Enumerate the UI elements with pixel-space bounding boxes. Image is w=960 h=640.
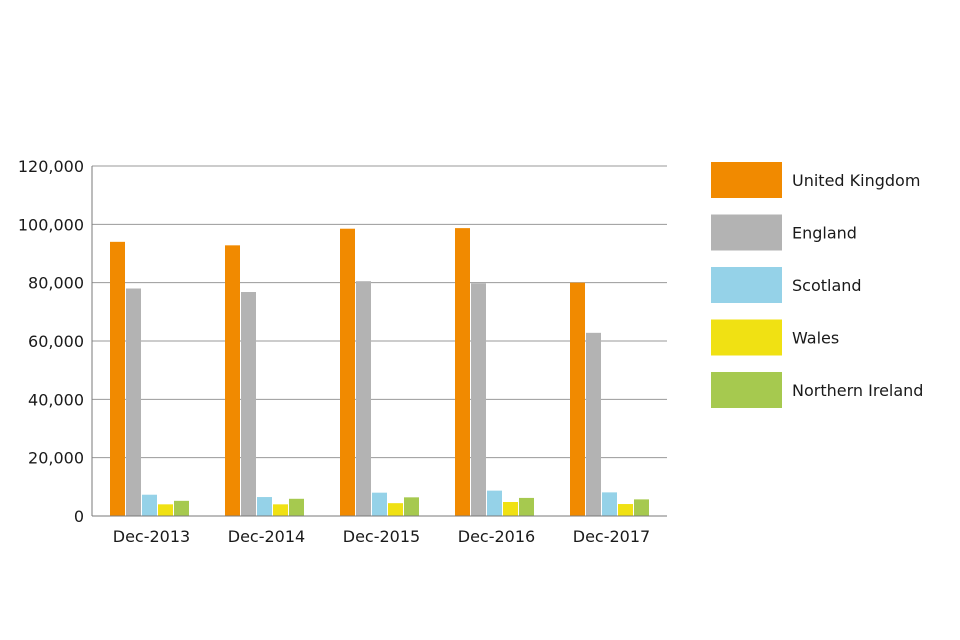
bar-wales-dec-2014 (273, 504, 288, 516)
bar-united-kingdom-dec-2014 (225, 245, 240, 517)
bar-northern-ireland-dec-2015 (404, 497, 419, 516)
bar-scotland-dec-2013 (142, 494, 157, 516)
y-tick-label: 120,000 (18, 157, 84, 176)
legend-label: United Kingdom (792, 171, 920, 190)
y-tick-label: 20,000 (28, 449, 84, 468)
legend-swatch-united-kingdom (711, 162, 782, 198)
legend-label: Northern Ireland (792, 381, 923, 400)
bar-wales-dec-2015 (388, 503, 403, 516)
bar-scotland-dec-2014 (257, 497, 272, 516)
y-tick-label: 80,000 (28, 274, 84, 293)
bar-united-kingdom-dec-2017 (570, 282, 585, 516)
axes: 0 20,000 40,000 60,000 80,000 100,000 120,000 D… (18, 157, 667, 546)
x-tick-label: Dec-2015 (343, 527, 420, 546)
bar-united-kingdom-dec-2016 (455, 228, 470, 516)
bar-northern-ireland-dec-2014 (289, 498, 304, 516)
legend-swatch-wales (711, 319, 782, 356)
y-tick-label: 0 (74, 507, 84, 526)
x-tick-label: Dec-2013 (113, 527, 190, 546)
bar-england-dec-2015 (356, 281, 371, 516)
bar-england-dec-2017 (586, 332, 601, 516)
bar-scotland-dec-2015 (372, 492, 387, 516)
y-tick-label: 60,000 (28, 332, 84, 351)
legend-label: Wales (792, 329, 839, 348)
bar-northern-ireland-dec-2016 (519, 497, 534, 516)
legend-swatch-northern-ireland (711, 372, 782, 408)
legend-label: England (792, 224, 857, 243)
x-tick-label: Dec-2016 (458, 527, 535, 546)
bars (110, 228, 649, 517)
bar-wales-dec-2016 (503, 502, 518, 516)
bar-northern-ireland-dec-2017 (634, 499, 649, 516)
bar-england-dec-2014 (241, 292, 256, 516)
bar-united-kingdom-dec-2015 (340, 228, 355, 517)
x-tick-label: Dec-2014 (228, 527, 305, 546)
bar-wales-dec-2017 (618, 504, 633, 516)
legend: United Kingdom England Scotland Wales Northe… (711, 162, 923, 408)
y-tick-label: 40,000 (28, 390, 84, 409)
legend-swatch-england (711, 214, 782, 251)
bar-england-dec-2016 (471, 283, 486, 516)
legend-swatch-scotland (711, 267, 782, 303)
x-tick-label: Dec-2017 (573, 527, 650, 546)
bar-united-kingdom-dec-2013 (110, 241, 125, 517)
bar-wales-dec-2013 (158, 504, 173, 516)
y-tick-label: 100,000 (18, 215, 84, 234)
bar-scotland-dec-2017 (602, 492, 617, 516)
bar-northern-ireland-dec-2013 (174, 500, 189, 516)
bar-england-dec-2013 (126, 288, 141, 516)
legend-label: Scotland (792, 276, 862, 295)
bar-scotland-dec-2016 (487, 490, 502, 516)
